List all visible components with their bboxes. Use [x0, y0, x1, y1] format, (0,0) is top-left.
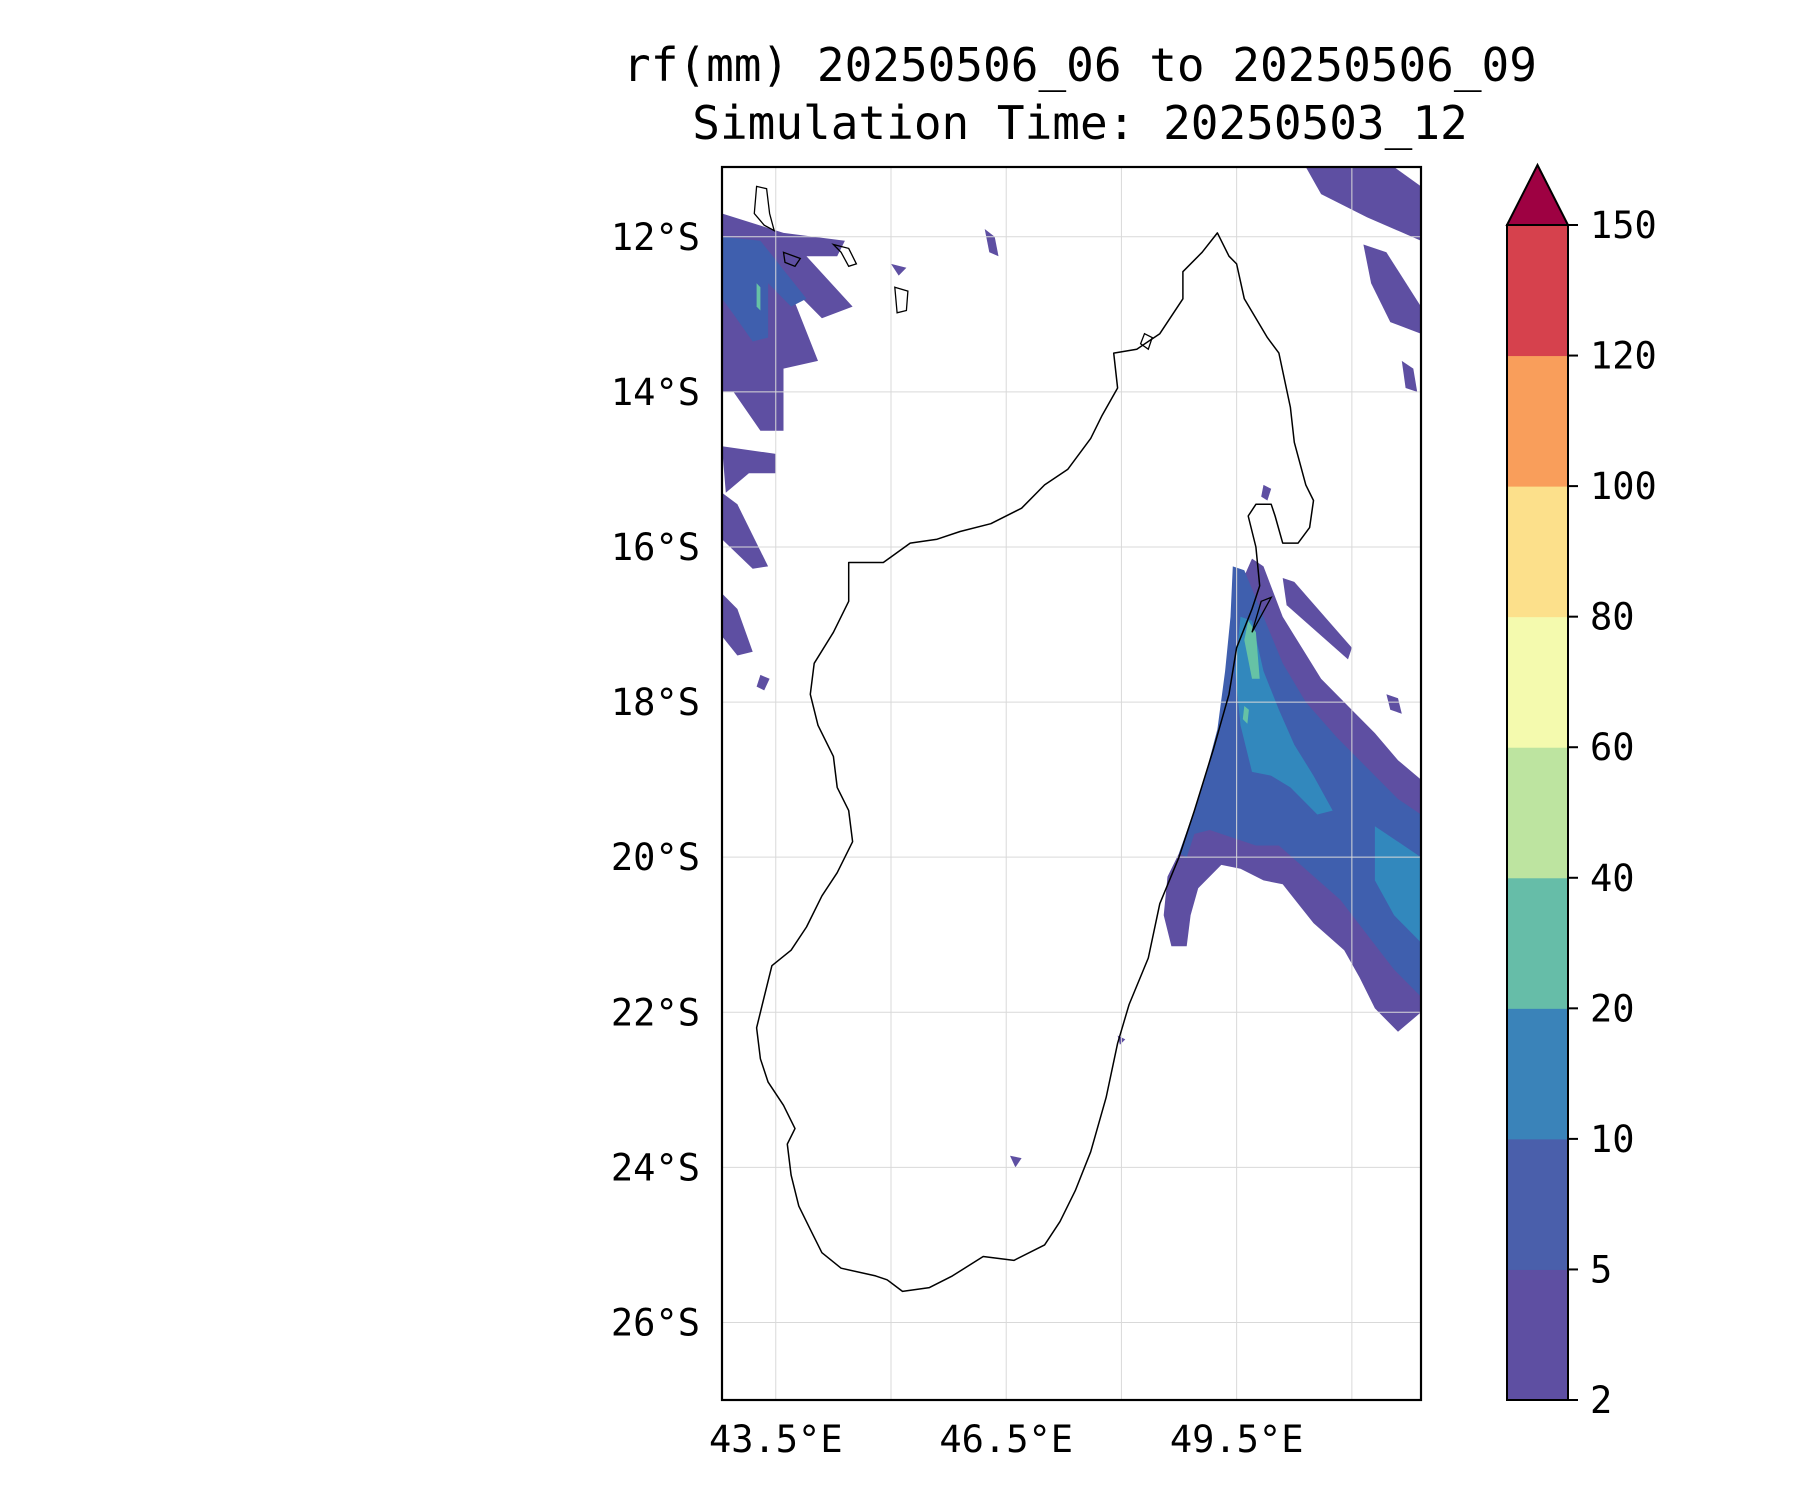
colorbar-tick-label: 60 — [1590, 726, 1635, 769]
colorbar-segment — [1507, 1138, 1568, 1270]
lon-tick-label: 43.5°E — [709, 1418, 843, 1461]
title-line-2: Simulation Time: 20250503_12 — [692, 96, 1467, 150]
rain-patch — [722, 492, 769, 569]
rain-patch — [1374, 826, 1421, 943]
colorbar-tick-label: 10 — [1590, 1118, 1635, 1161]
lat-tick-label: 20°S — [611, 836, 700, 879]
colorbar-segment — [1507, 616, 1568, 748]
rain-patch — [1305, 167, 1421, 241]
colorbar-segment — [1507, 225, 1568, 357]
island-coastline — [1139, 332, 1153, 351]
colorbar-segment — [1507, 486, 1568, 618]
rain-patch — [1386, 694, 1402, 714]
rain-patch — [1242, 706, 1249, 724]
rain-patch — [984, 229, 999, 257]
colorbar-tick-label: 80 — [1590, 596, 1635, 639]
island-coastline — [1251, 596, 1273, 633]
lat-tick-label: 26°S — [611, 1301, 700, 1344]
colorbar-tick-label: 5 — [1590, 1248, 1612, 1291]
longitude-tick-labels: 43.5°E 46.5°E 49.5°E — [709, 1418, 1304, 1461]
lat-tick-label: 14°S — [611, 371, 700, 414]
map-frame — [720, 165, 1423, 1402]
coastlines — [753, 185, 1315, 1293]
colorbar-tick-label: 150 — [1590, 204, 1657, 247]
colorbar-tick-label: 20 — [1590, 987, 1635, 1030]
rain-patch — [1401, 360, 1418, 392]
colorbar-tick-label: 120 — [1590, 335, 1657, 378]
rain-patch — [1235, 616, 1333, 815]
rain-patch — [722, 236, 807, 342]
lat-tick-label: 16°S — [611, 526, 700, 569]
rain-patch — [1261, 484, 1272, 501]
rain-patch — [1282, 578, 1352, 660]
rain-patch — [1010, 1155, 1022, 1168]
island-coastline — [782, 251, 802, 268]
madagascar-coastline — [755, 232, 1315, 1293]
rain-patch — [722, 593, 753, 656]
colorbar-frame — [1506, 224, 1569, 1401]
rain-patch — [756, 674, 770, 691]
colorbar-extend-arrow — [1505, 162, 1570, 226]
rain-patch — [756, 283, 761, 311]
rainfall-contours — [722, 167, 1421, 1168]
rain-patch — [722, 446, 776, 493]
island-coastline — [831, 243, 858, 268]
island-coastline — [894, 286, 909, 314]
colorbar-tick-label: 40 — [1590, 857, 1635, 900]
map-area — [722, 167, 1421, 1400]
lon-tick-label: 46.5°E — [939, 1418, 1073, 1461]
rain-patch — [1363, 244, 1421, 334]
lat-tick-label: 12°S — [611, 216, 700, 259]
gridlines — [722, 167, 1421, 1400]
lat-tick-label: 24°S — [611, 1146, 700, 1189]
colorbar-segment — [1507, 1008, 1568, 1140]
colorbar: 2 5 10 20 40 60 80 100 120 150 — [1505, 162, 1657, 1422]
colorbar-segment — [1507, 1269, 1568, 1401]
rain-patch — [891, 263, 907, 276]
lat-tick-label: 22°S — [611, 991, 700, 1034]
latitude-tick-labels: 12°S 14°S 16°S 18°S 20°S 22°S 24°S 26°S — [611, 216, 700, 1345]
rain-patch — [1244, 620, 1260, 679]
colorbar-tick-label: 2 — [1590, 1379, 1612, 1422]
island-coastline — [753, 185, 776, 232]
colorbar-tick-label: 100 — [1590, 465, 1657, 508]
lon-tick-label: 49.5°E — [1170, 1418, 1304, 1461]
colorbar-segment — [1507, 355, 1568, 487]
colorbar-segment — [1507, 747, 1568, 879]
colorbar-segment — [1507, 877, 1568, 1009]
title-line-1: rf(mm) 20250506_06 to 20250506_09 — [623, 38, 1537, 92]
lat-tick-label: 18°S — [611, 681, 700, 724]
